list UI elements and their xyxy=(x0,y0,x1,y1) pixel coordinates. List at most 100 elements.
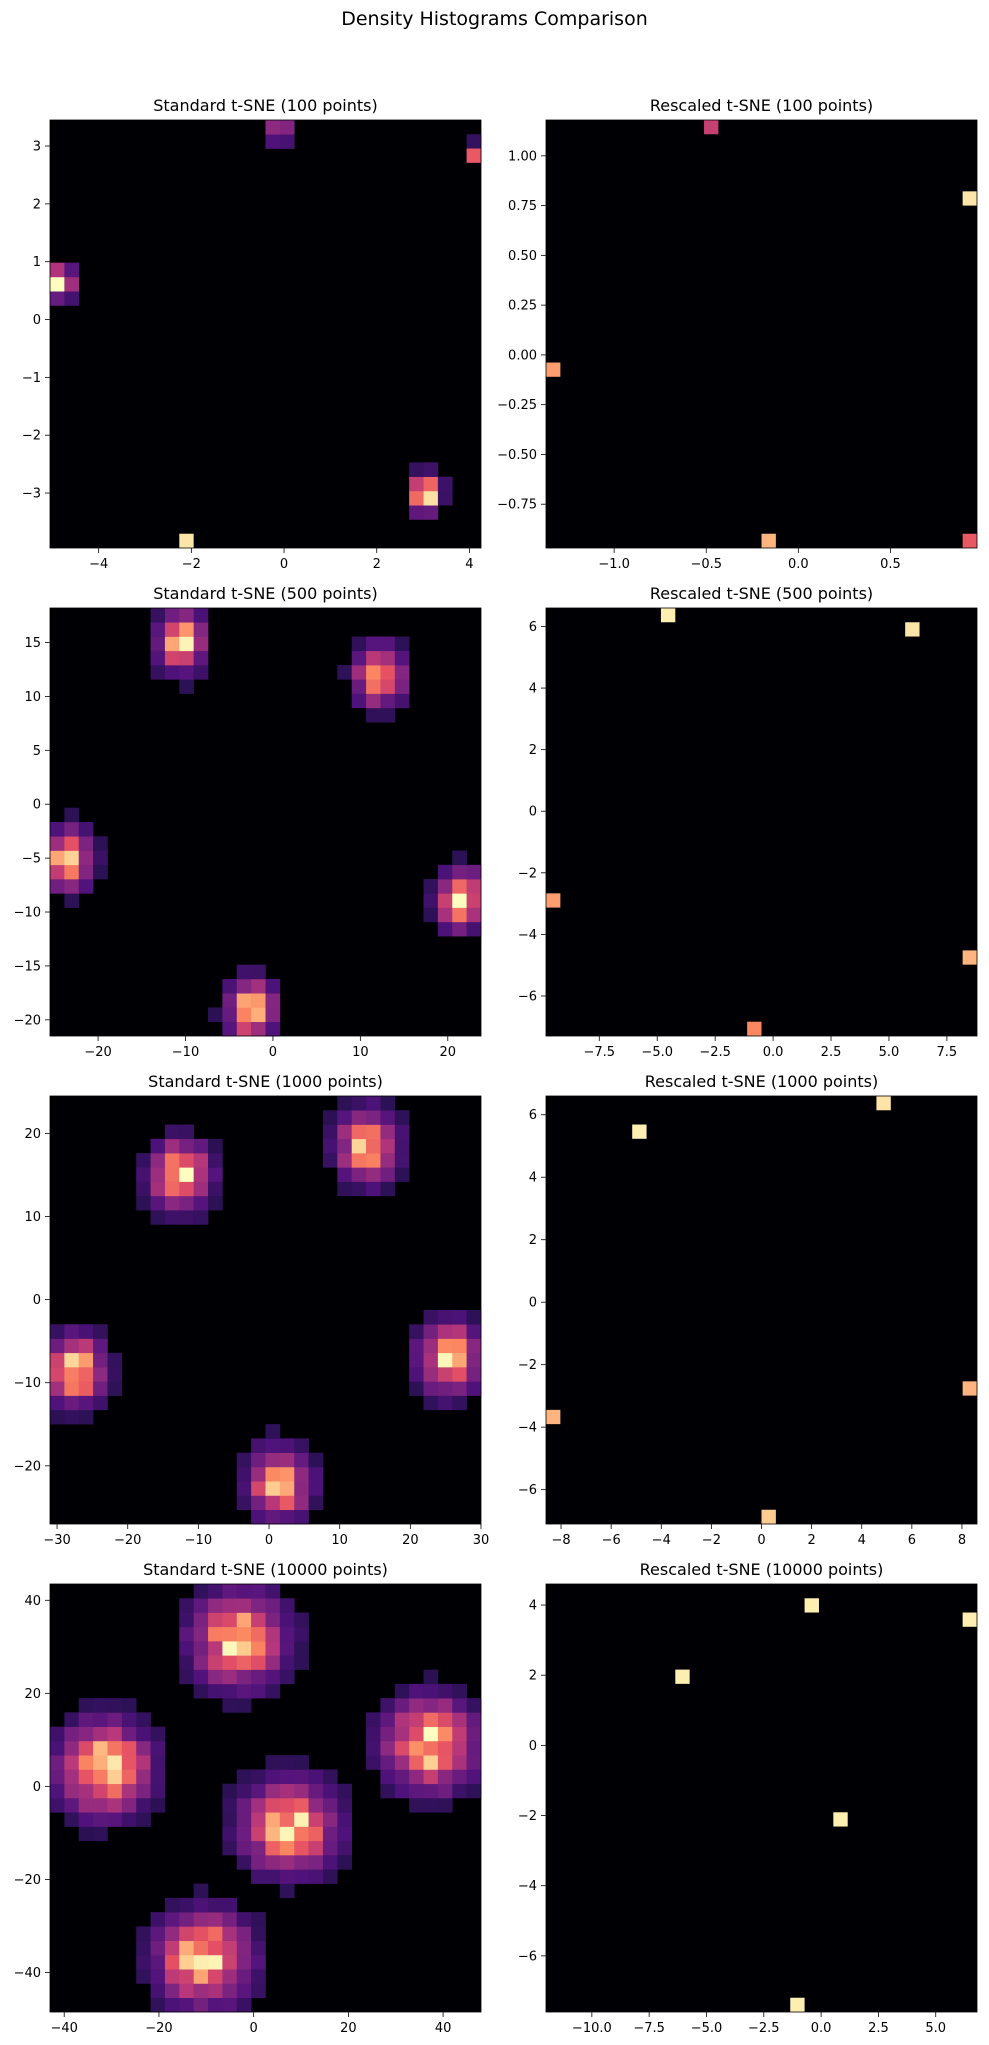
heatmap-cell xyxy=(466,1769,482,1785)
heatmap-cell xyxy=(251,1954,266,1970)
heatmap-cell xyxy=(294,1769,309,1785)
heatmap-cell xyxy=(208,1153,223,1168)
heatmap-cell xyxy=(64,1338,80,1354)
subplot-8: Rescaled t-SNE (10000 points) −10.0 −7.5 −5… xyxy=(518,1560,978,2036)
heatmap-cell xyxy=(93,836,108,851)
subplot-2: Rescaled t-SNE (100 points) −1.0 −0.5 0.0 0.… xyxy=(497,96,978,572)
heatmap-cell xyxy=(208,1181,223,1197)
heatmap-cell xyxy=(236,1698,252,1713)
y-tick-label: −4 xyxy=(518,1421,537,1436)
heatmap-cell xyxy=(265,993,281,1008)
x-tick-label: −1.0 xyxy=(598,557,630,572)
heatmap-cell xyxy=(322,1826,338,1842)
heatmap-cell xyxy=(50,1338,65,1354)
heatmap-peak-cell xyxy=(962,533,977,548)
heatmap-cell xyxy=(466,1712,482,1727)
x-tick-label: −2.5 xyxy=(699,1045,731,1060)
heatmap-cell xyxy=(193,1195,209,1211)
heatmap-cell xyxy=(64,1798,80,1813)
x-tick-label: 2 xyxy=(373,557,381,572)
heatmap-cell xyxy=(236,1669,252,1685)
heatmap-cell xyxy=(64,1755,80,1770)
heatmap-cell xyxy=(93,1395,108,1411)
heatmap-cell xyxy=(380,679,396,694)
heatmap-cell xyxy=(351,1124,367,1140)
heatmap-cell xyxy=(279,1509,295,1525)
x-tick-label: 0 xyxy=(757,1533,765,1548)
heatmap-cell xyxy=(452,1683,467,1699)
heatmap-cell xyxy=(265,1655,281,1670)
heatmap-cell xyxy=(409,476,424,492)
heatmap-cell xyxy=(265,1466,281,1482)
heatmap-cell xyxy=(164,1983,180,1999)
y-tick-label: 6 xyxy=(529,620,537,635)
heatmap-cell xyxy=(193,1626,209,1642)
heatmap-cell xyxy=(366,636,381,652)
heatmap-cell xyxy=(423,1798,439,1813)
y-tick-label: 4 xyxy=(529,1599,537,1614)
heatmap-cell xyxy=(394,1110,410,1125)
heatmap-cell xyxy=(222,1954,238,1970)
heatmap-cell xyxy=(179,1181,194,1197)
subplot-title: Standard t-SNE (1000 points) xyxy=(148,1072,383,1091)
heatmap-cell xyxy=(437,1367,453,1382)
heatmap-cell xyxy=(64,1769,80,1785)
heatmap-cell xyxy=(322,1124,338,1140)
heatmap-cell xyxy=(308,1798,324,1813)
heatmap-cell xyxy=(78,822,94,837)
heatmap-cell xyxy=(279,1598,295,1613)
heatmap-cell xyxy=(150,1769,166,1785)
heatmap-cell xyxy=(136,1940,151,1956)
heatmap-cell xyxy=(394,1769,410,1785)
subplot-5: Standard t-SNE (1000 points) −30 −20 −10 0 10… xyxy=(14,1072,490,1548)
heatmap-cell xyxy=(251,1783,266,1799)
heatmap-cell xyxy=(179,1626,194,1642)
heatmap-cell xyxy=(64,1395,80,1411)
heatmap-cell xyxy=(179,1940,194,1956)
y-tick-label: −15 xyxy=(14,959,41,974)
heatmap-cell xyxy=(150,1969,166,1984)
heatmap-cell xyxy=(236,978,252,994)
y-tick-label: −2 xyxy=(518,1809,537,1824)
heatmap-cell xyxy=(265,1424,281,1439)
x-tick-label: −20 xyxy=(145,2021,172,2036)
heatmap-cell xyxy=(279,1783,295,1799)
heatmap-cell xyxy=(78,1783,94,1799)
heatmap-cell xyxy=(107,1740,123,1756)
heatmap-cell xyxy=(265,1783,281,1799)
heatmap-cell xyxy=(208,1940,223,1956)
heatmap-cell xyxy=(64,276,80,292)
heatmap-cell xyxy=(351,693,367,709)
x-tick-label: −5.0 xyxy=(641,1045,673,1060)
heatmap-cell xyxy=(50,1769,65,1785)
y-tick-label: 0 xyxy=(33,798,41,813)
y-tick-label: −6 xyxy=(518,989,537,1004)
heatmap-cell xyxy=(251,1840,266,1856)
heatmap-cell xyxy=(437,1395,453,1411)
heatmap-cell xyxy=(179,679,194,694)
heatmap-cell xyxy=(78,1740,94,1756)
heatmap-cell xyxy=(64,1324,80,1339)
heatmap-cell xyxy=(222,1940,238,1956)
heatmap-cell xyxy=(294,1438,309,1453)
y-tick-label: 6 xyxy=(529,1108,537,1123)
heatmap-cell xyxy=(279,1812,295,1827)
y-tick-label: 4 xyxy=(529,682,537,697)
heatmap-cell xyxy=(279,1438,295,1453)
y-tick-label: 40 xyxy=(24,1594,41,1609)
subplot-7: Standard t-SNE (10000 points) −40 −20 0 20 40… xyxy=(14,1560,482,2036)
heatmap-cell xyxy=(93,1324,108,1339)
heatmap-cell xyxy=(78,1698,94,1713)
heatmap-cell xyxy=(93,850,108,866)
heatmap-peak-cell xyxy=(466,148,481,163)
heatmap-cell xyxy=(452,1783,467,1799)
heatmap-cell xyxy=(93,1783,108,1799)
heatmap-cell xyxy=(437,476,453,492)
heatmap-cell xyxy=(179,650,194,666)
y-tick-label: −10 xyxy=(14,1376,41,1391)
heatmap-cell xyxy=(423,1669,439,1685)
heatmap-cell xyxy=(136,1167,151,1182)
heatmap-cell xyxy=(337,1096,352,1111)
heatmap-cell xyxy=(236,1495,252,1511)
heatmap-cell xyxy=(279,1826,295,1842)
